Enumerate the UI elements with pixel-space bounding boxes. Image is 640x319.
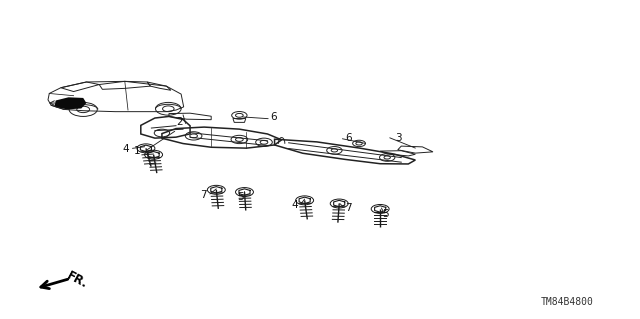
Text: 1: 1 — [134, 145, 141, 156]
Text: 4: 4 — [123, 144, 129, 154]
Text: 3: 3 — [395, 133, 401, 143]
Text: 5: 5 — [382, 209, 388, 219]
Text: TM84B4800: TM84B4800 — [541, 297, 594, 307]
Text: FR.: FR. — [64, 269, 90, 291]
Text: 6: 6 — [346, 133, 352, 143]
Text: 4: 4 — [291, 200, 298, 210]
Text: 5: 5 — [237, 192, 243, 202]
Text: 7: 7 — [200, 189, 207, 200]
Text: 7: 7 — [345, 203, 351, 213]
Text: 2: 2 — [176, 117, 182, 127]
Text: 6: 6 — [270, 112, 276, 122]
Polygon shape — [54, 97, 86, 109]
